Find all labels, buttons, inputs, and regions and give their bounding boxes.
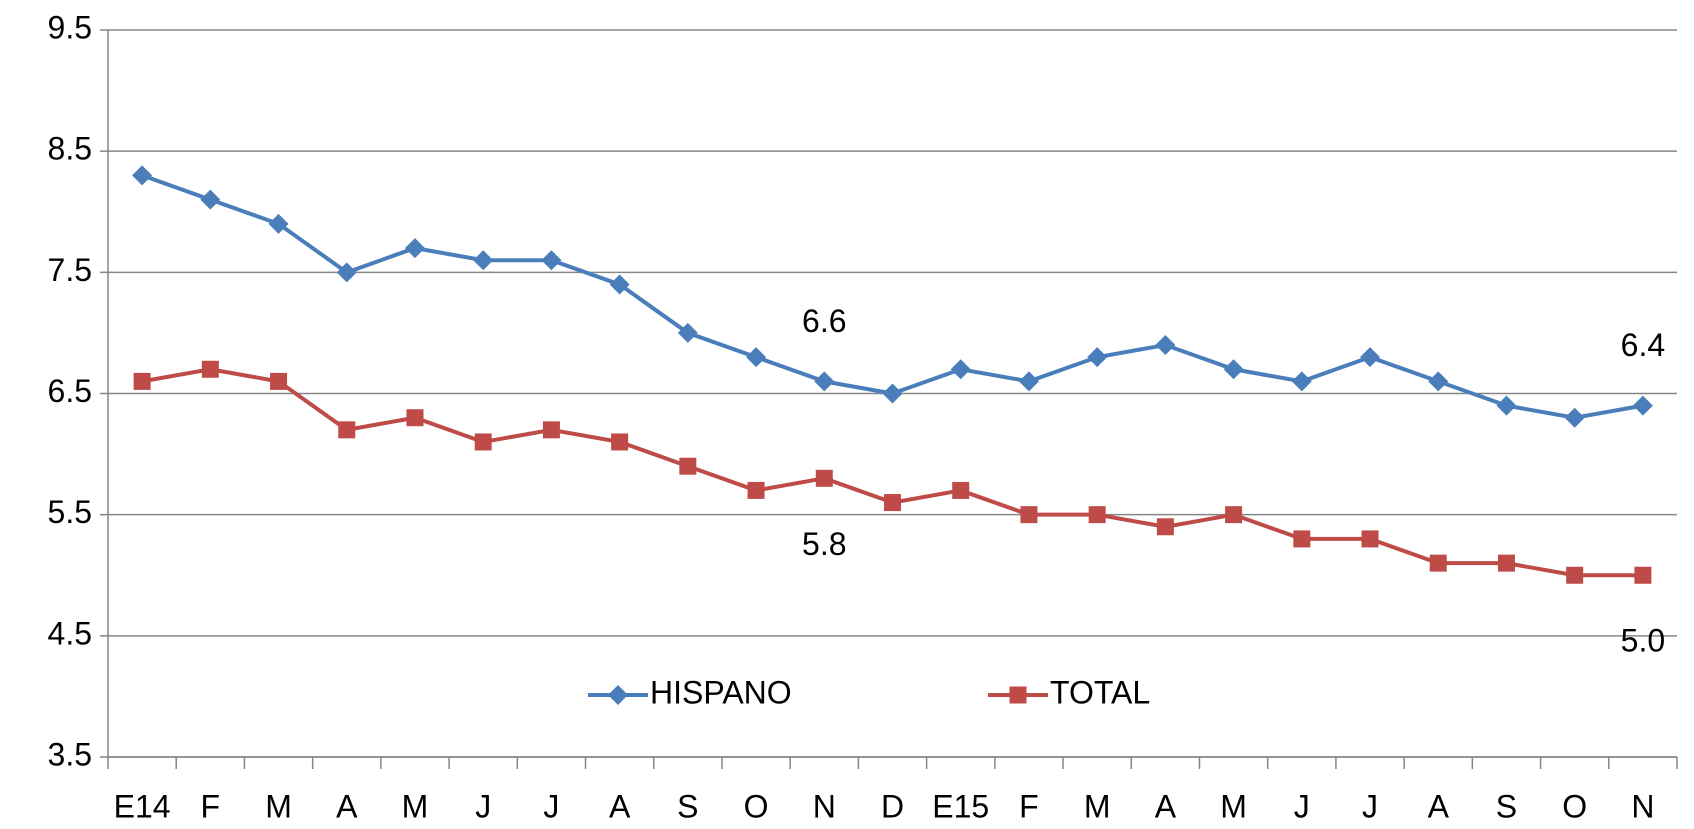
- x-tick-label: E15: [932, 788, 989, 824]
- x-tick-label: E14: [114, 788, 171, 824]
- marker: [747, 481, 765, 499]
- marker: [609, 274, 630, 295]
- marker: [1429, 554, 1447, 572]
- marker: [677, 322, 698, 343]
- marker: [270, 372, 288, 390]
- marker: [338, 421, 356, 439]
- data-label: 6.4: [1621, 327, 1665, 363]
- marker: [1361, 530, 1379, 548]
- x-tick-label: J: [543, 788, 559, 824]
- marker: [404, 238, 425, 259]
- x-tick-label: S: [677, 788, 698, 824]
- y-tick-label: 4.5: [48, 615, 92, 651]
- marker: [406, 409, 424, 427]
- y-tick-label: 9.5: [48, 9, 92, 45]
- marker: [1428, 371, 1449, 392]
- marker: [133, 372, 151, 390]
- marker: [268, 213, 289, 234]
- marker: [1634, 566, 1652, 584]
- marker: [1018, 371, 1039, 392]
- x-tick-label: A: [1428, 788, 1450, 824]
- legend-label: HISPANO: [650, 674, 792, 710]
- marker: [746, 347, 767, 368]
- x-tick-label: N: [813, 788, 836, 824]
- marker: [1088, 506, 1106, 524]
- marker: [201, 360, 219, 378]
- marker: [542, 421, 560, 439]
- y-tick-label: 5.5: [48, 494, 92, 530]
- data-label: 5.0: [1621, 623, 1665, 659]
- marker: [1564, 407, 1585, 428]
- x-tick-label: O: [744, 788, 769, 824]
- marker: [950, 359, 971, 380]
- x-tick-label: O: [1562, 788, 1587, 824]
- marker: [679, 457, 697, 475]
- series-line: [141, 173, 1644, 420]
- marker: [884, 494, 901, 512]
- marker: [1156, 518, 1174, 536]
- data-label: 6.6: [802, 303, 846, 339]
- marker: [1360, 347, 1381, 368]
- x-tick-label: F: [201, 788, 221, 824]
- x-tick-label: A: [609, 788, 631, 824]
- x-tick-label: N: [1631, 788, 1654, 824]
- marker: [473, 250, 494, 271]
- marker: [132, 165, 153, 186]
- x-tick-label: J: [1294, 788, 1310, 824]
- marker: [1566, 566, 1584, 584]
- x-tick-label: M: [1220, 788, 1247, 824]
- data-label: 5.8: [802, 526, 846, 562]
- x-tick-label: A: [1155, 788, 1177, 824]
- x-tick-label: J: [475, 788, 491, 824]
- marker: [952, 481, 970, 499]
- marker: [1632, 395, 1653, 416]
- x-tick-label: M: [265, 788, 292, 824]
- x-tick-label: S: [1496, 788, 1517, 824]
- marker: [1497, 554, 1515, 572]
- y-tick-label: 7.5: [48, 252, 92, 288]
- marker: [1087, 347, 1108, 368]
- y-tick-label: 3.5: [48, 736, 92, 772]
- legend-marker: [1009, 686, 1027, 704]
- marker: [1020, 506, 1038, 524]
- x-tick-label: M: [1084, 788, 1111, 824]
- x-tick-label: A: [336, 788, 358, 824]
- marker: [474, 433, 492, 451]
- marker: [336, 262, 357, 283]
- x-tick-label: J: [1362, 788, 1378, 824]
- legend-marker: [608, 685, 628, 705]
- marker: [1223, 359, 1244, 380]
- marker: [1155, 335, 1176, 356]
- marker: [200, 189, 221, 210]
- marker: [1496, 395, 1517, 416]
- x-tick-label: F: [1019, 788, 1039, 824]
- y-tick-label: 6.5: [48, 373, 92, 409]
- marker: [814, 371, 835, 392]
- legend-label: TOTAL: [1050, 674, 1150, 710]
- x-tick-label: M: [402, 788, 429, 824]
- marker: [1225, 506, 1243, 524]
- marker: [815, 469, 833, 487]
- x-tick-label: D: [881, 788, 904, 824]
- marker: [541, 250, 562, 271]
- marker: [882, 383, 903, 404]
- marker: [611, 433, 629, 451]
- y-tick-label: 8.5: [48, 131, 92, 167]
- marker: [1293, 530, 1311, 548]
- marker: [1291, 371, 1312, 392]
